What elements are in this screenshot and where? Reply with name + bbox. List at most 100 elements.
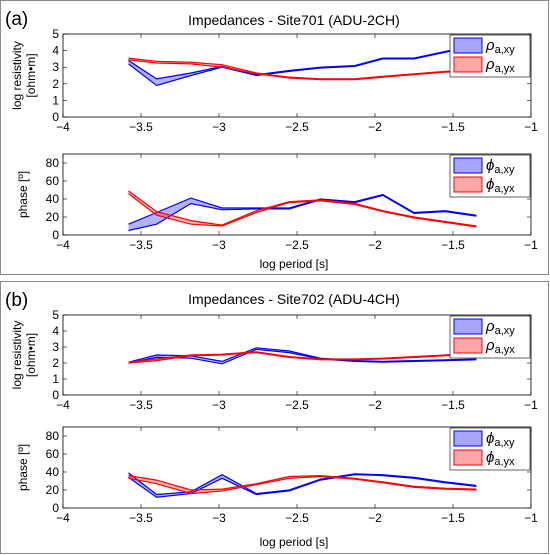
legend-swatch: [453, 56, 483, 73]
x-tick-label: −1.5: [441, 238, 465, 252]
x-tick-label: −3.5: [129, 120, 153, 134]
y-tick-label: 20: [46, 483, 60, 497]
legend-symbol: ϕ: [486, 430, 494, 447]
x-tick-label: −2.5: [285, 511, 309, 525]
phase-axes: −4 −3.5 −3 −2.5 −2 −1.5 −1 0 20 40 60 80 phase [º] ϕa…: [16, 426, 538, 525]
series-line-lower: [128, 475, 477, 495]
legend-swatch: [453, 37, 483, 54]
series-line-upper: [128, 474, 477, 491]
legend-entry: ρa,yx: [485, 337, 515, 356]
legend-symbol: ρ: [485, 37, 495, 54]
panel-label: (b): [5, 290, 28, 311]
panel-a-figure: (a) Impedances - Site701 (ADU-2CH) −4 −3.…: [5, 9, 538, 271]
y-axis-label: log resistivity[ohm•m]: [10, 41, 38, 110]
legend-subscript: a,yx: [495, 344, 516, 356]
legend-subscript: a,yx: [494, 183, 515, 195]
y-tick-label: 4: [52, 44, 59, 58]
series-line-upper: [128, 44, 477, 80]
legend-entry: ρa,xy: [485, 318, 515, 337]
y-tick-label: 2: [52, 356, 59, 370]
series-line-lower: [128, 351, 477, 364]
legend-symbol: ϕ: [486, 449, 494, 466]
legend-entry: ϕa,xy: [486, 157, 515, 176]
legend-swatch: [453, 430, 483, 447]
legend: [449, 34, 531, 78]
y-tick-label: 60: [46, 174, 60, 188]
x-tick-label: −1: [524, 398, 538, 412]
y-tick-label: 1: [52, 93, 59, 107]
series-band: [128, 44, 477, 86]
phase-axes: −4 −3.5 −3 −2.5 −2 −1.5 −1 0 20 40 60 80 phase [º] ϕa…: [16, 153, 538, 252]
legend-symbol: ϕ: [486, 157, 494, 174]
legend-swatch: [453, 337, 483, 354]
legend-swatch: [453, 318, 483, 335]
x-tick-label: −3.5: [129, 511, 153, 525]
legend: [449, 427, 531, 471]
legend-subscript: a,xy: [494, 164, 515, 176]
figure-title: Impedances - Site701 (ADU-2CH): [188, 12, 400, 28]
y-axis-label: phase [º]: [16, 171, 30, 218]
y-axis-label-line: log resistivity: [10, 41, 24, 110]
x-tick-label: −4: [56, 511, 70, 525]
legend-entry: ϕa,yx: [486, 176, 515, 195]
y-tick-label: 60: [46, 447, 60, 461]
y-tick-label: 40: [46, 465, 60, 479]
x-tick-label: −2: [368, 120, 382, 134]
panel-label: (a): [5, 9, 28, 30]
y-tick-label: 2: [52, 77, 59, 91]
legend-symbol: ρ: [485, 337, 495, 354]
legend-subscript: a,xy: [494, 437, 515, 449]
y-tick-label: 1: [52, 372, 59, 386]
x-tick-label: −2.5: [285, 238, 309, 252]
legend: [449, 315, 531, 359]
x-tick-label: −4: [56, 238, 70, 252]
legend-symbol: ρ: [485, 318, 495, 335]
legend-entry: ρa,yx: [485, 56, 515, 75]
y-axis-label-line: [ohm•m]: [24, 53, 38, 97]
x-tick-label: −1: [524, 511, 538, 525]
series-line-upper: [128, 190, 477, 227]
y-tick-label: 0: [52, 228, 59, 242]
x-tick-label: −2: [368, 511, 382, 525]
x-tick-label: −3: [212, 120, 226, 134]
y-axis-label-line: [ohm•m]: [24, 333, 38, 377]
legend-subscript: a,yx: [495, 63, 516, 75]
series-line-lower: [128, 45, 477, 87]
x-tick-label: −3.5: [129, 398, 153, 412]
legend-subscript: a,yx: [494, 456, 515, 468]
legend-entry: ρa,xy: [485, 37, 515, 56]
panel-b-figure: (b) Impedances - Site702 (ADU-4CH) −4 −3.…: [5, 290, 538, 549]
legend-subscript: a,xy: [495, 325, 516, 337]
panel-a: (a) Impedances - Site701 (ADU-2CH) −4 −3.…: [0, 0, 549, 275]
x-axis-label: log period [s]: [260, 535, 329, 549]
y-tick-label: 0: [52, 388, 59, 402]
y-axis-label: log resistivity[ohm•m]: [10, 321, 38, 390]
y-tick-label: 40: [46, 192, 60, 206]
series-line-lower: [128, 59, 477, 81]
legend-swatch: [453, 449, 483, 466]
series-line-upper: [128, 193, 477, 225]
legend-subscript: a,xy: [495, 44, 516, 56]
resistivity-axes: −4 −3.5 −3 −2.5 −2 −1.5 −1 0 1 2 3 4 5 log resistivit…: [10, 308, 538, 412]
series-line-upper: [128, 351, 477, 363]
legend-entry: ϕa,xy: [486, 430, 515, 449]
x-tick-label: −3: [212, 398, 226, 412]
x-tick-label: −1.5: [441, 120, 465, 134]
x-tick-label: −4: [56, 120, 70, 134]
x-tick-label: −4: [56, 398, 70, 412]
legend-entry: ϕa,yx: [486, 449, 515, 468]
y-tick-label: 80: [46, 156, 60, 170]
resistivity-axes: −4 −3.5 −3 −2.5 −2 −1.5 −1 0 1 2 3 4 5 log resistivit…: [10, 27, 538, 134]
series-line-lower: [128, 194, 477, 232]
y-tick-label: 80: [46, 429, 60, 443]
y-tick-label: 3: [52, 340, 59, 354]
y-tick-label: 5: [52, 27, 59, 41]
series-line-lower: [128, 348, 477, 365]
y-axis-label: phase [º]: [16, 444, 30, 491]
x-tick-label: −2: [368, 398, 382, 412]
legend-swatch: [453, 176, 483, 193]
y-tick-label: 0: [52, 110, 59, 124]
y-tick-label: 3: [52, 60, 59, 74]
y-axis-label-line: log resistivity: [10, 321, 24, 390]
y-tick-label: 5: [52, 308, 59, 322]
